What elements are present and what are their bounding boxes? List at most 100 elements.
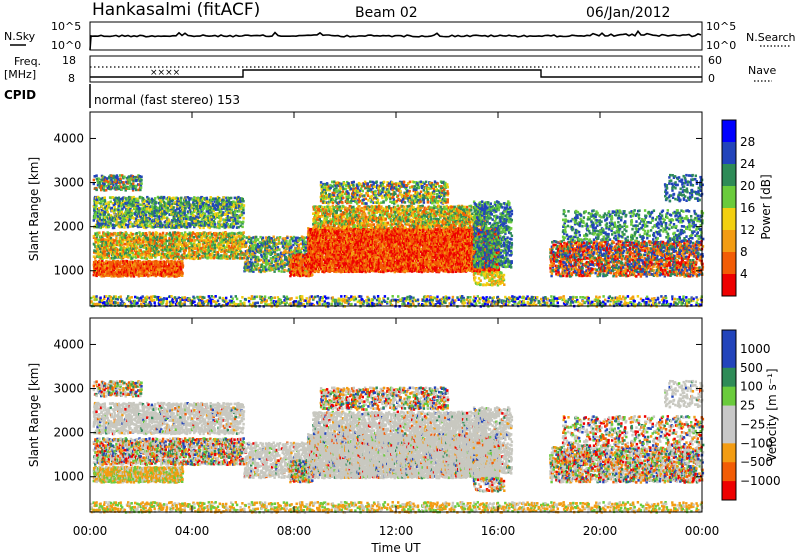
power-cell [139, 189, 141, 192]
power-cell [225, 253, 227, 256]
power-cell [291, 251, 293, 254]
power-cell [103, 186, 105, 189]
radar-plot: Hankasalmi (fitACF) Beam 02 06/Jan/2012 … [0, 0, 800, 554]
power-cell [183, 252, 185, 255]
power-cell [156, 232, 158, 235]
power-cell [130, 275, 132, 278]
power-cell [161, 205, 163, 208]
power-cell [161, 234, 163, 237]
power-cell [114, 206, 116, 209]
power-cell [96, 248, 98, 251]
power-cell [305, 273, 307, 276]
cpid-label: CPID [4, 88, 36, 102]
power-cell [96, 189, 98, 192]
power-cell [213, 220, 215, 223]
power-cell [115, 237, 117, 240]
power-cell [206, 198, 208, 201]
power-cell [107, 211, 109, 214]
power-cell [132, 188, 134, 191]
power-cell [245, 244, 247, 247]
power-heatmap-cells [90, 174, 704, 308]
power-cell [154, 245, 156, 248]
power-cell [230, 197, 232, 200]
power-cell [268, 260, 270, 263]
power-cell [145, 214, 147, 217]
power-cell [137, 205, 139, 208]
power-cell [285, 240, 287, 243]
power-cell [156, 214, 158, 217]
power-cell [258, 245, 260, 248]
power-cell [186, 226, 188, 229]
power-cell [129, 225, 131, 228]
power-cell [265, 268, 267, 271]
power-cell [338, 253, 340, 256]
nave-tick-top: 60 [708, 54, 722, 67]
noise-left-tick-bottom: 10^0 [51, 39, 81, 52]
power-cell [298, 246, 300, 249]
power-cell [159, 233, 161, 236]
power-cell [96, 198, 98, 201]
power-cell [238, 226, 240, 229]
power-cell [114, 203, 116, 206]
power-cell [262, 237, 264, 240]
power-cell [199, 227, 201, 230]
power-cell [281, 260, 283, 263]
power-cell [303, 267, 305, 270]
power-cell [122, 241, 124, 244]
noise-left-tick-top: 10^5 [51, 20, 81, 33]
power-cell [214, 223, 216, 226]
power-cell [123, 176, 125, 179]
power-cell [98, 197, 100, 200]
power-cell [136, 246, 138, 249]
freq-unit-label: [MHz] [4, 68, 36, 81]
power-cell [168, 209, 170, 212]
power-cell [181, 274, 183, 277]
power-cell [260, 259, 262, 262]
power-cell [117, 275, 119, 278]
power-cell [180, 197, 182, 200]
power-cell [174, 258, 176, 261]
power-cell [249, 250, 251, 253]
power-cell [121, 226, 123, 229]
power-cell [140, 182, 142, 185]
power-cell [142, 240, 144, 243]
power-cell [194, 248, 196, 251]
power-cell [220, 217, 222, 220]
power-cell [123, 226, 125, 229]
power-cell [243, 204, 245, 207]
power-cell [97, 201, 99, 204]
power-cell [155, 201, 157, 204]
beam-label: Beam 02 [355, 5, 418, 21]
power-cell [204, 213, 206, 216]
power-cell [242, 235, 244, 238]
power-cell [198, 221, 200, 224]
power-cell [252, 263, 254, 266]
power-cell [108, 254, 110, 257]
power-cell [247, 240, 249, 243]
power-cell [186, 201, 188, 204]
freq-glitch-marks: ×××× [150, 68, 180, 78]
power-cell [107, 201, 109, 204]
power-cell [232, 200, 234, 203]
power-cell [140, 176, 142, 179]
power-cell [135, 176, 137, 179]
power-cell [234, 245, 236, 248]
power-cell [166, 240, 168, 243]
power-cell [119, 174, 121, 177]
power-cell [132, 180, 134, 183]
freq-tick-bottom: 8 [68, 72, 75, 85]
power-cell [194, 239, 196, 242]
power-cell [132, 254, 134, 257]
power-cell [181, 260, 183, 263]
power-cell [302, 254, 304, 257]
power-cell [198, 254, 200, 257]
power-cell [257, 263, 259, 266]
power-cell [167, 207, 169, 210]
power-cell [233, 223, 235, 226]
power-cell [233, 232, 235, 235]
power-cell [179, 250, 181, 253]
power-cell [163, 196, 165, 199]
power-cell [152, 232, 154, 235]
power-cell [188, 197, 190, 200]
power-cell [145, 232, 147, 235]
